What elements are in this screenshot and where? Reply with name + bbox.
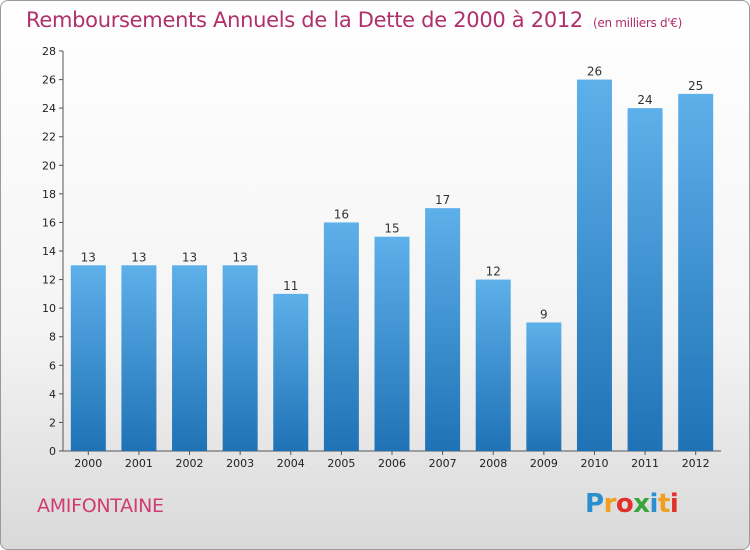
logo-letter: P (585, 489, 604, 519)
y-tick-label: 2 (49, 416, 56, 429)
bar (273, 293, 309, 451)
x-tick-label: 2004 (277, 457, 305, 470)
proxiti-logo: Proxiti (585, 489, 679, 519)
y-tick-label: 0 (49, 445, 56, 458)
x-tick-label: 2010 (580, 457, 608, 470)
value-label: 17 (435, 193, 450, 207)
bar (222, 265, 258, 451)
logo-letter: x (633, 489, 650, 519)
y-tick-label: 26 (42, 74, 56, 87)
bar (526, 322, 562, 451)
bar (374, 236, 410, 451)
x-tick-label: 2007 (429, 457, 457, 470)
value-label: 11 (283, 279, 298, 293)
y-tick-label: 18 (42, 188, 56, 201)
y-tick-label: 20 (42, 159, 56, 172)
chart-unit: (en milliers d'€) (593, 16, 683, 30)
value-label: 13 (182, 250, 197, 264)
bar (475, 279, 511, 451)
value-label: 13 (81, 250, 96, 264)
value-label: 12 (486, 265, 501, 279)
x-tick-label: 2000 (74, 457, 102, 470)
x-tick-label: 2006 (378, 457, 406, 470)
y-tick-label: 28 (42, 45, 56, 58)
y-tick-label: 14 (42, 245, 56, 258)
value-label: 9 (540, 307, 548, 321)
y-tick-label: 6 (49, 359, 56, 372)
x-tick-label: 2008 (479, 457, 507, 470)
bar (425, 208, 461, 451)
value-label: 13 (131, 250, 146, 264)
value-label: 26 (587, 65, 602, 79)
y-tick-label: 22 (42, 131, 56, 144)
bar (678, 93, 714, 451)
x-tick-label: 2005 (327, 457, 355, 470)
value-label: 25 (688, 79, 703, 93)
bar (323, 222, 359, 451)
bar (576, 79, 612, 452)
y-tick-label: 16 (42, 216, 56, 229)
y-tick-label: 12 (42, 274, 56, 287)
bar (627, 108, 663, 452)
x-tick-label: 2003 (226, 457, 254, 470)
value-label: 13 (233, 250, 248, 264)
chart-title-text: Remboursements Annuels de la Dette de 20… (26, 8, 583, 32)
x-tick-label: 2009 (530, 457, 558, 470)
chart-title: Remboursements Annuels de la Dette de 20… (26, 8, 682, 32)
value-label: 16 (334, 207, 349, 221)
y-tick-label: 10 (42, 302, 56, 315)
y-tick-label: 4 (49, 388, 56, 401)
x-tick-label: 2012 (682, 457, 710, 470)
bar (121, 265, 157, 451)
bar (172, 265, 208, 451)
x-tick-label: 2011 (631, 457, 659, 470)
logo-letter: t (657, 489, 670, 519)
logo-letter: r (603, 489, 617, 519)
commune-name: AMIFONTAINE (37, 495, 164, 517)
bar (70, 265, 106, 451)
logo-letter: i (649, 489, 659, 519)
x-tick-label: 2001 (125, 457, 153, 470)
logo-letter: i (669, 489, 679, 519)
y-tick-label: 8 (49, 331, 56, 344)
y-tick-label: 24 (42, 102, 56, 115)
x-tick-label: 2002 (176, 457, 204, 470)
value-label: 24 (637, 93, 652, 107)
value-label: 15 (384, 222, 399, 236)
logo-letter: o (615, 489, 634, 519)
